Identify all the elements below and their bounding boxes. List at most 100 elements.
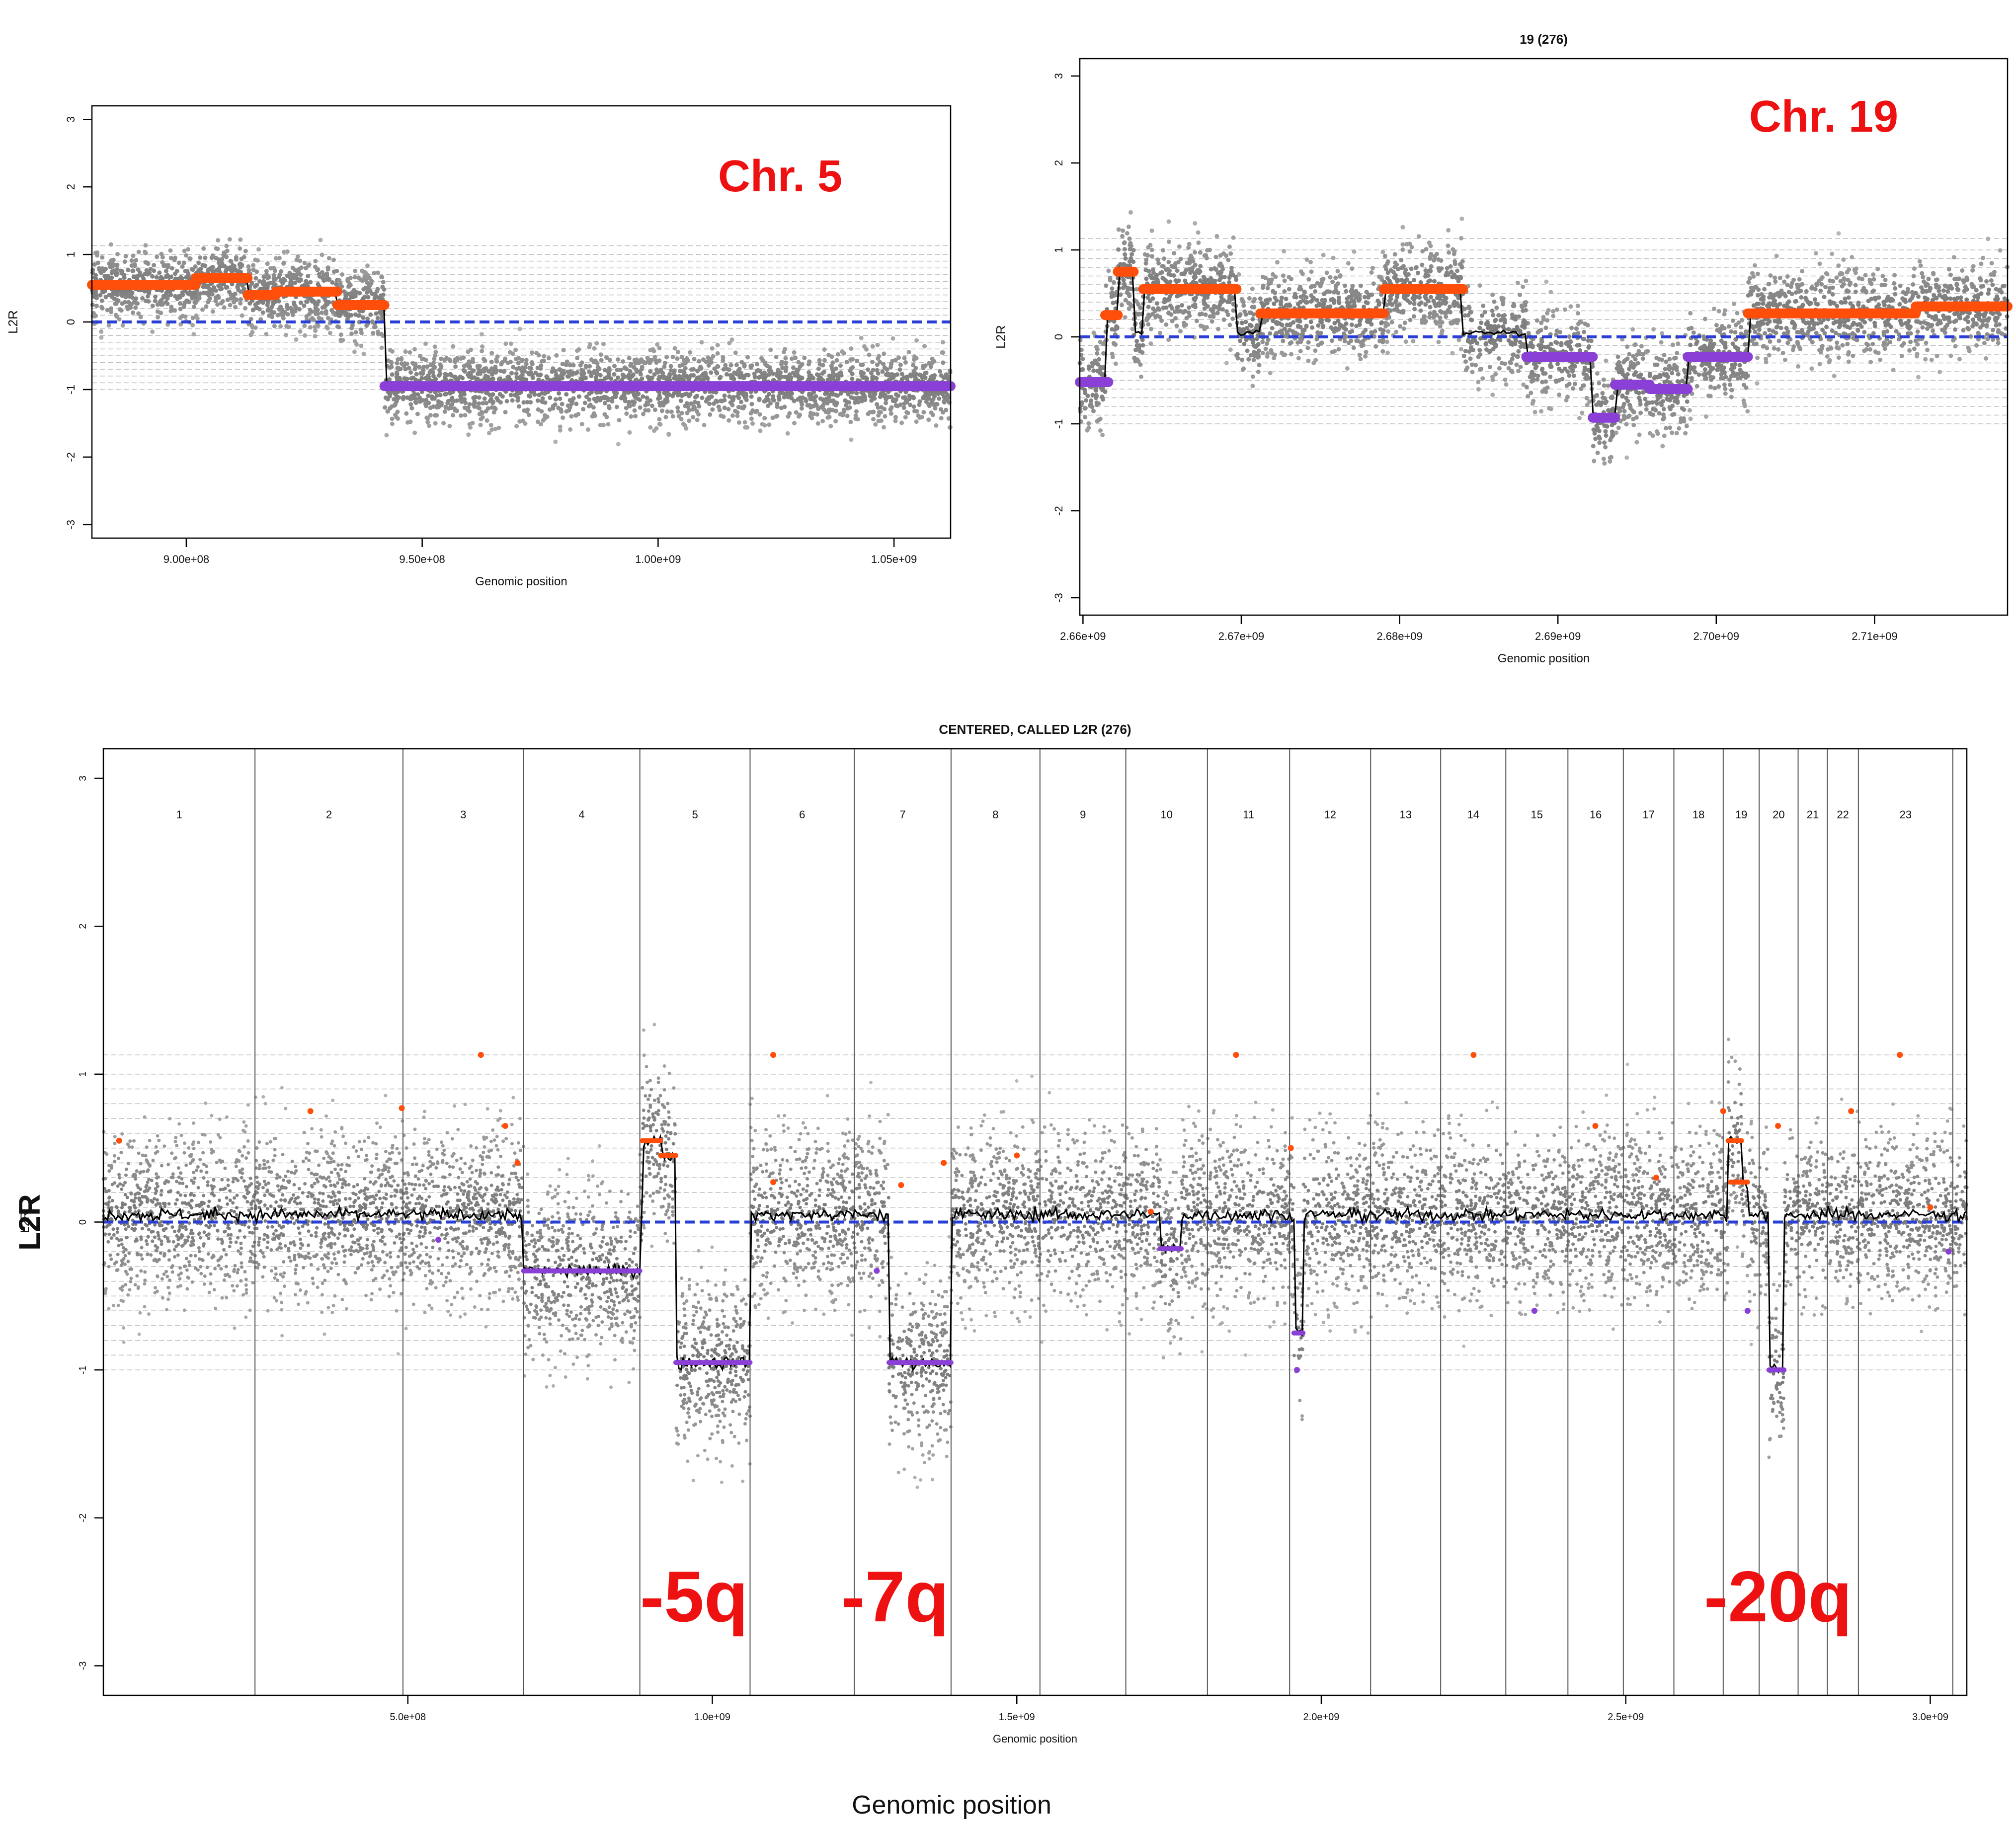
chr19-data-point xyxy=(1776,347,1781,352)
chr19-data-point xyxy=(1761,301,1766,306)
chr5-data-point xyxy=(329,308,334,313)
chr19-data-point xyxy=(1224,361,1229,366)
chr5-data-point xyxy=(624,367,629,372)
chr5-data-point xyxy=(859,396,864,400)
chr19-data-point xyxy=(1225,313,1230,317)
chr5-data-point xyxy=(320,305,325,310)
chr5-data-point xyxy=(463,413,468,418)
chr5-data-point xyxy=(229,296,234,301)
chr19-data-point xyxy=(1138,306,1143,311)
chr19-data-point xyxy=(1148,326,1153,331)
chr5-data-point xyxy=(117,317,122,321)
chr19-data-point xyxy=(1251,358,1256,362)
chr5-data-point xyxy=(881,362,886,367)
chr19-data-point xyxy=(1419,300,1424,305)
chr19-data-point xyxy=(1465,339,1470,343)
chr5-data-point xyxy=(553,439,558,444)
chr5-data-point xyxy=(482,396,487,401)
chr5-data-point xyxy=(233,291,238,296)
chr5-data-point xyxy=(624,411,629,416)
chr19-data-point xyxy=(1892,281,1897,286)
chr5-data-point xyxy=(833,419,838,424)
chr5-data-point xyxy=(331,257,336,262)
chr19-data-point xyxy=(1228,347,1233,352)
chr5-data-point xyxy=(115,251,120,256)
chr5-data-point xyxy=(303,333,308,338)
chr19-data-point xyxy=(1920,325,1925,330)
chr5-data-point xyxy=(394,415,399,420)
chr19-data-point xyxy=(1400,225,1405,230)
chr5-data-point xyxy=(604,375,609,380)
chr5-x-axis-label: Genomic position xyxy=(475,575,567,588)
chr5-data-point xyxy=(206,300,211,305)
chr19-data-point xyxy=(1828,301,1833,306)
chr5-data-point xyxy=(480,349,484,354)
chr19-data-point xyxy=(1198,264,1203,269)
chr5-data-point xyxy=(702,422,707,427)
chr5-data-point xyxy=(272,323,277,328)
chr5-data-point xyxy=(489,427,494,432)
chr5-data-point xyxy=(880,369,885,374)
chr5-data-point xyxy=(928,364,933,369)
chr5-data-point xyxy=(784,365,789,370)
chr19-data-point xyxy=(1328,275,1333,280)
chr5-data-point xyxy=(899,420,904,425)
chr5-data-point xyxy=(133,305,138,310)
chr5-data-point xyxy=(490,393,495,397)
chr19-data-point xyxy=(1174,323,1179,328)
chr19-data-point xyxy=(1394,329,1399,334)
chr5-data-point xyxy=(665,409,670,414)
chr5-data-point xyxy=(838,391,843,396)
chr5-data-point xyxy=(520,358,525,362)
chr5-data-point xyxy=(421,367,426,372)
chr19-data-point xyxy=(1757,323,1762,328)
chr5-data-point xyxy=(609,376,614,381)
chr5-data-point xyxy=(453,364,458,369)
chr5-data-point xyxy=(921,364,925,369)
chr5-data-point xyxy=(587,369,592,374)
chr5-data-point xyxy=(376,329,380,334)
chr5-data-point xyxy=(157,270,162,275)
chr5-data-point xyxy=(849,346,854,351)
chr5-data-point xyxy=(735,413,740,418)
chr5-data-point xyxy=(350,323,355,328)
chr19-data-point xyxy=(1250,384,1255,389)
chr5-data-point xyxy=(784,360,788,365)
chr5-data-point xyxy=(294,337,299,342)
chr19-data-point xyxy=(1651,327,1656,332)
chr5-data-point xyxy=(92,262,97,267)
chr5-data-point xyxy=(726,407,731,411)
chr19-data-point xyxy=(1793,290,1798,295)
chr5-data-point xyxy=(726,418,731,423)
chr5-data-point xyxy=(799,399,804,404)
chr5-data-point xyxy=(871,417,876,422)
chr19-data-point xyxy=(1817,362,1822,367)
chr5-data-point xyxy=(196,260,201,265)
chr5-data-point xyxy=(150,329,155,334)
chr5-data-point xyxy=(634,357,639,362)
chr5-data-point xyxy=(131,310,135,315)
chr5-data-point xyxy=(462,405,467,410)
chr5-data-point xyxy=(467,402,472,407)
chr5-data-point xyxy=(764,397,769,401)
chr5-data-point xyxy=(742,364,747,369)
chr19-data-point xyxy=(1382,253,1387,258)
chr5-data-point xyxy=(859,370,864,374)
chr5-data-point xyxy=(914,409,919,414)
chr19-data-point xyxy=(1685,399,1690,404)
chr5-data-point xyxy=(930,412,935,417)
chr5-data-point xyxy=(305,299,310,304)
chr5-data-point xyxy=(628,363,633,368)
chr5-data-point xyxy=(446,398,451,403)
chr19-data-point xyxy=(1521,284,1526,289)
chr5-data-point xyxy=(103,295,108,300)
chr5-data-point xyxy=(238,246,242,251)
chr5-data-point xyxy=(349,331,354,336)
chr5-data-point xyxy=(873,392,878,397)
chr5-data-point xyxy=(589,374,594,379)
chr19-data-point xyxy=(1850,255,1855,259)
chr5-data-point xyxy=(691,404,696,409)
chr5-data-point xyxy=(541,418,546,423)
chr19-data-point xyxy=(1091,408,1096,413)
